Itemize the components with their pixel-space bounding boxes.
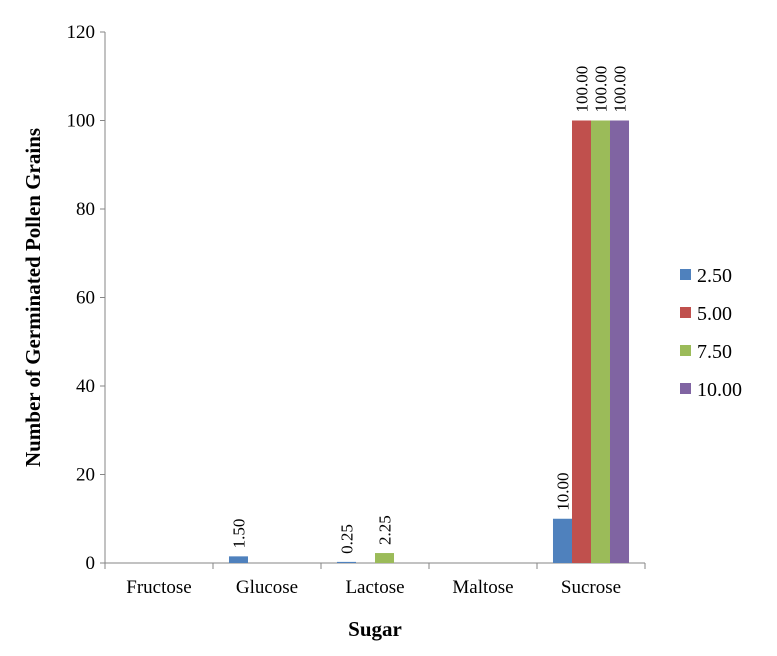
legend-label: 5.00	[697, 303, 732, 325]
bar	[553, 519, 572, 563]
data-label: 1.50	[229, 519, 248, 549]
y-axis-title: Number of Germinated Pollen Grains	[21, 128, 45, 467]
x-category-label: Fructose	[126, 577, 191, 598]
x-category-label: Sucrose	[561, 577, 621, 598]
data-label: 2.25	[376, 515, 395, 545]
data-label: 10.00	[553, 473, 572, 511]
x-category-label: Lactose	[345, 577, 404, 598]
y-tick-label: 60	[76, 288, 95, 309]
legend-label: 10.00	[697, 379, 742, 401]
plot-area: 0 20 40 60 80 100 120 Fructose Glucose Lactose Mal…	[67, 22, 646, 598]
y-tick-label: 0	[86, 553, 96, 574]
legend-swatch	[680, 383, 691, 394]
legend-swatch	[680, 269, 691, 280]
y-tick-label: 120	[67, 22, 96, 43]
y-tick-label: 40	[76, 376, 95, 397]
legend-swatch	[680, 307, 691, 318]
data-label: 100.00	[572, 66, 591, 113]
y-tick-label: 100	[67, 111, 96, 132]
bar	[337, 562, 356, 563]
bar	[610, 121, 629, 564]
legend-swatch	[680, 345, 691, 356]
bar	[375, 553, 394, 563]
x-axis-title: Sugar	[348, 617, 402, 641]
legend-label: 2.50	[697, 265, 732, 287]
legend: 2.50 5.00 7.50 10.00	[680, 265, 742, 401]
data-label: 100.00	[592, 66, 611, 113]
legend-label: 7.50	[697, 341, 732, 363]
bar	[229, 556, 248, 563]
x-category-label: Glucose	[236, 577, 298, 598]
data-label: 0.25	[337, 524, 356, 554]
bar	[572, 121, 591, 564]
x-category-label: Maltose	[452, 577, 513, 598]
y-tick-label: 80	[76, 199, 95, 220]
y-tick-label: 20	[76, 465, 95, 486]
data-label: 100.00	[611, 66, 630, 113]
bar	[591, 121, 610, 564]
